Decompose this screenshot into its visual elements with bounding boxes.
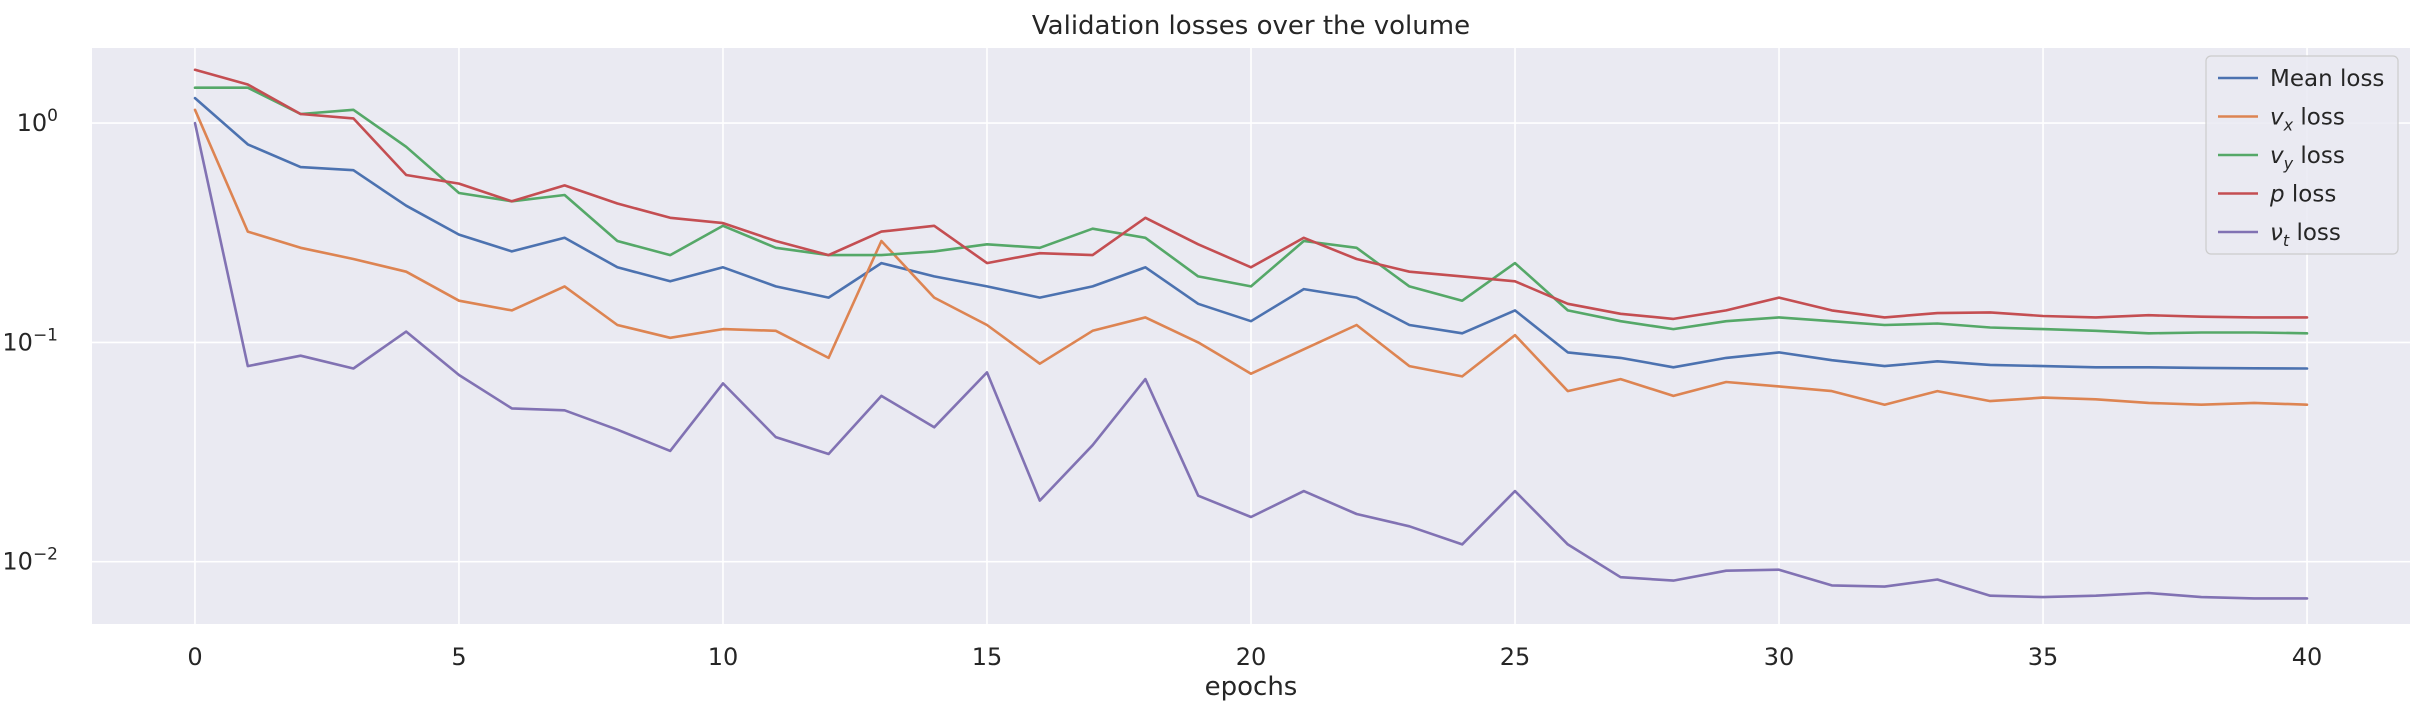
y-tick-label: 10−1 xyxy=(2,325,58,356)
x-axis-ticks: 0 5 10 15 20 25 30 35 40 xyxy=(187,643,2322,671)
series-line xyxy=(193,96,2309,370)
legend-label: νt loss xyxy=(2270,220,2341,250)
legend-label: Mean loss xyxy=(2270,66,2384,92)
y-axis-ticks: 10−2 10−1 100 xyxy=(2,106,58,576)
x-tick-label: 35 xyxy=(2028,643,2059,671)
legend-box xyxy=(2205,55,2399,255)
x-tick-label: 15 xyxy=(972,643,1003,671)
series-line xyxy=(193,121,2309,600)
grid xyxy=(92,48,2410,624)
x-tick-label: 20 xyxy=(1236,643,1267,671)
legend-label: p loss xyxy=(2269,182,2336,208)
series-line xyxy=(193,86,2309,335)
y-tick-label: 100 xyxy=(17,106,58,137)
y-tick-label: 10−2 xyxy=(2,545,58,576)
legend-label: vx loss xyxy=(2270,105,2345,135)
legend: Mean loss vx loss vy loss p loss νt loss xyxy=(2205,55,2399,255)
series-lines xyxy=(193,68,2309,600)
x-axis-title: epochs xyxy=(1205,672,1298,702)
x-tick-label: 30 xyxy=(1764,643,1795,671)
legend-label: vy loss xyxy=(2270,143,2345,173)
x-tick-label: 40 xyxy=(2292,643,2323,671)
series-line xyxy=(193,68,2309,321)
series-line xyxy=(193,108,2309,407)
x-tick-label: 0 xyxy=(187,643,202,671)
x-tick-label: 5 xyxy=(451,643,466,671)
x-tick-label: 25 xyxy=(1500,643,1531,671)
x-tick-label: 10 xyxy=(708,643,739,671)
chart-title: Validation losses over the volume xyxy=(1032,11,1470,41)
